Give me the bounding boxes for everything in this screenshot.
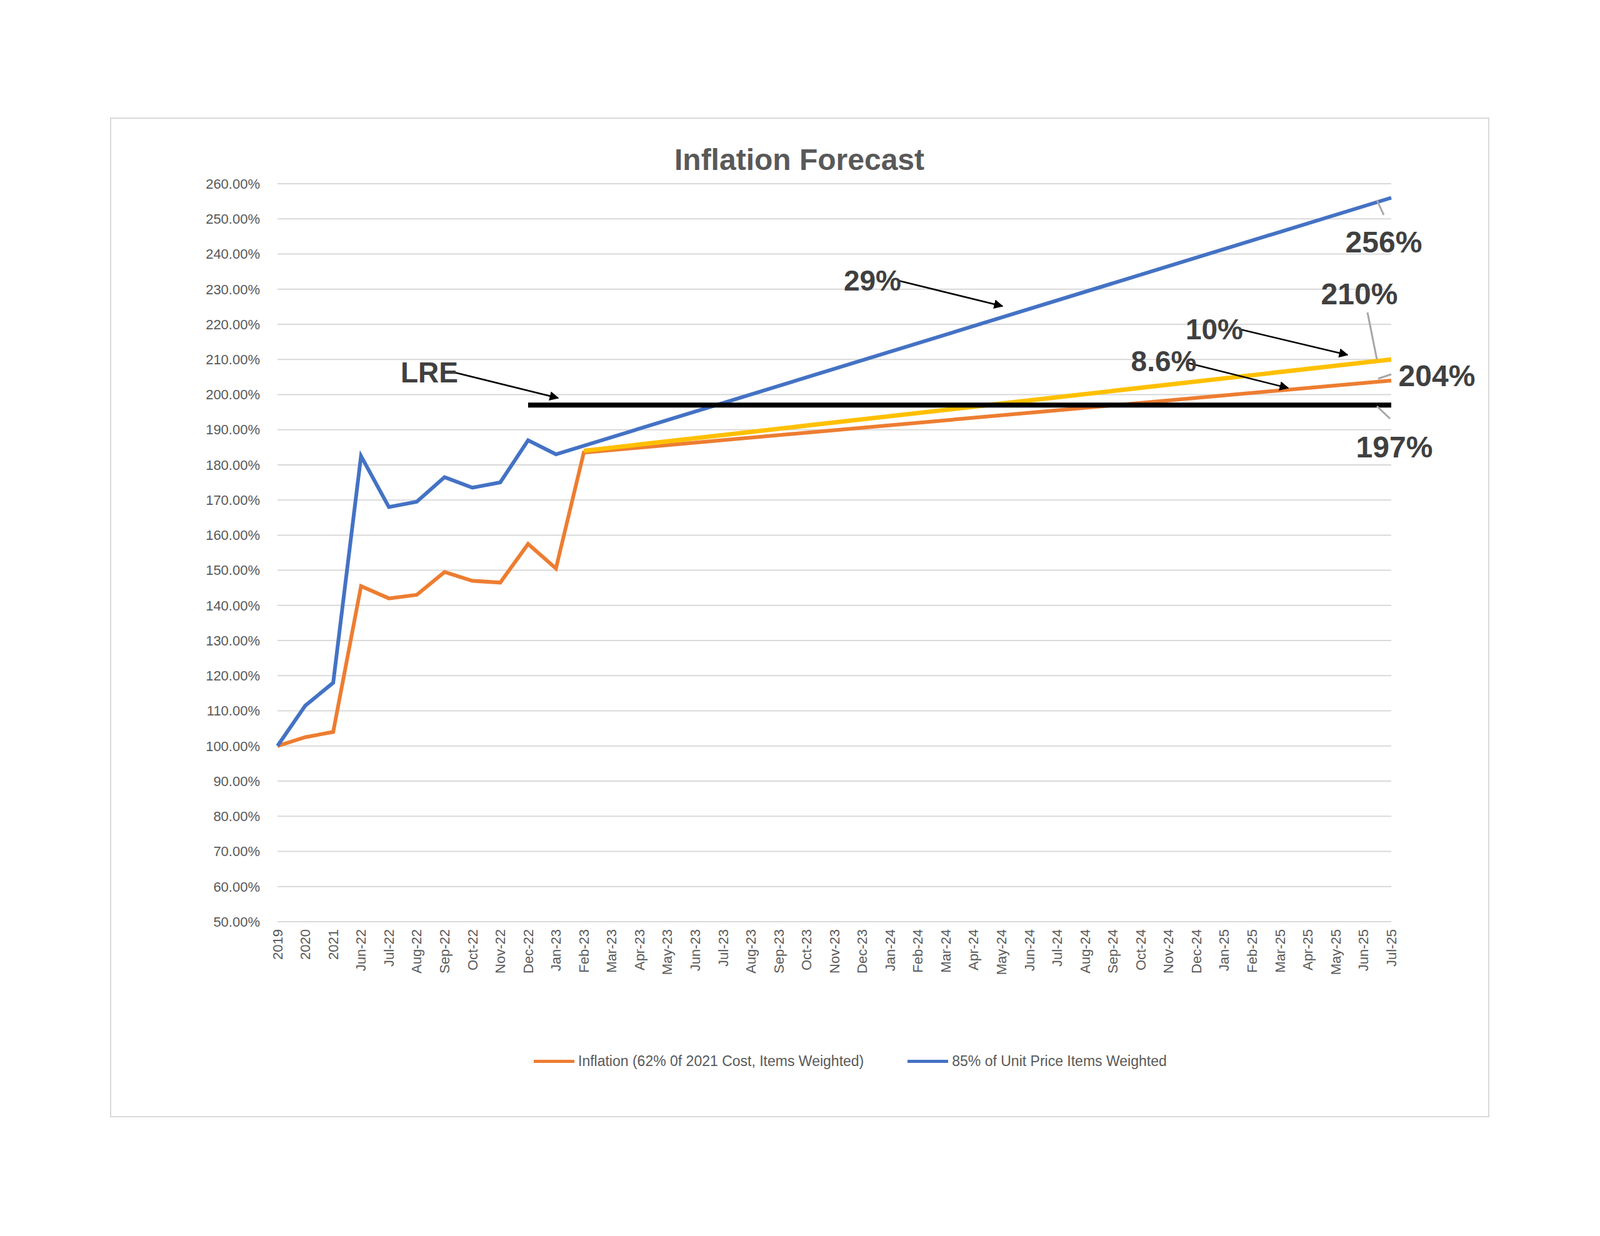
- svg-text:Apr-25: Apr-25: [1300, 929, 1316, 971]
- svg-text:Sep-22: Sep-22: [436, 929, 453, 974]
- svg-text:Nov-22: Nov-22: [492, 929, 509, 974]
- svg-text:Jun-25: Jun-25: [1355, 929, 1372, 972]
- svg-text:8.6%: 8.6%: [1131, 345, 1197, 378]
- svg-text:100.00%: 100.00%: [205, 738, 260, 755]
- svg-text:Oct-23: Oct-23: [798, 929, 815, 971]
- svg-text:Jun-22: Jun-22: [353, 929, 369, 972]
- svg-text:May-24: May-24: [993, 929, 1010, 975]
- svg-text:180.00%: 180.00%: [205, 457, 260, 474]
- svg-text:Mar-25: Mar-25: [1272, 929, 1289, 974]
- svg-text:Oct-24: Oct-24: [1133, 929, 1149, 971]
- svg-text:204%: 204%: [1398, 359, 1476, 393]
- svg-text:160.00%: 160.00%: [205, 527, 260, 544]
- svg-text:Jul-24: Jul-24: [1049, 929, 1065, 967]
- svg-text:2020: 2020: [297, 929, 314, 960]
- svg-text:Jul-25: Jul-25: [1383, 929, 1400, 967]
- svg-text:Feb-25: Feb-25: [1244, 929, 1260, 974]
- svg-text:Dec-22: Dec-22: [520, 929, 537, 974]
- svg-text:Nov-24: Nov-24: [1160, 929, 1177, 974]
- svg-text:LRE: LRE: [400, 356, 459, 389]
- svg-text:Mar-24: Mar-24: [938, 929, 954, 974]
- svg-text:60.00%: 60.00%: [213, 879, 260, 895]
- svg-text:Apr-24: Apr-24: [965, 929, 982, 971]
- svg-text:50.00%: 50.00%: [213, 914, 260, 930]
- svg-text:190.00%: 190.00%: [205, 421, 260, 438]
- svg-text:29%: 29%: [843, 264, 902, 297]
- svg-text:Jul-22: Jul-22: [381, 929, 397, 967]
- svg-text:Sep-24: Sep-24: [1105, 929, 1121, 974]
- svg-text:2021: 2021: [325, 929, 342, 960]
- html-text:Inflation (62% 0f 2021 Cost, I: Inflation (62% 0f 2021 Cost, Items Weigh…: [578, 1053, 864, 1070]
- svg-text:250.00%: 250.00%: [205, 211, 260, 227]
- html-text:85% of Unit Price Items Weight: 85% of Unit Price Items Weighted: [952, 1053, 1167, 1070]
- svg-text:120.00%: 120.00%: [205, 668, 260, 684]
- svg-text:Dec-24: Dec-24: [1188, 929, 1205, 974]
- svg-text:Jul-23: Jul-23: [715, 929, 732, 967]
- svg-text:150.00%: 150.00%: [205, 562, 260, 579]
- svg-text:Aug-24: Aug-24: [1077, 929, 1094, 974]
- svg-text:130.00%: 130.00%: [205, 633, 260, 649]
- svg-text:240.00%: 240.00%: [205, 246, 260, 262]
- svg-text:110.00%: 110.00%: [206, 703, 260, 719]
- svg-text:Sep-23: Sep-23: [771, 929, 787, 974]
- svg-text:Oct-22: Oct-22: [465, 929, 481, 971]
- svg-text:140.00%: 140.00%: [205, 598, 260, 614]
- svg-text:May-25: May-25: [1328, 929, 1344, 975]
- svg-text:210.00%: 210.00%: [205, 351, 260, 368]
- svg-text:170.00%: 170.00%: [205, 492, 260, 509]
- svg-text:80.00%: 80.00%: [213, 808, 260, 825]
- svg-text:70.00%: 70.00%: [213, 843, 260, 860]
- svg-text:Nov-23: Nov-23: [826, 929, 843, 974]
- svg-text:220.00%: 220.00%: [205, 316, 260, 333]
- svg-text:10%: 10%: [1185, 313, 1244, 346]
- svg-text:197%: 197%: [1356, 430, 1434, 464]
- svg-text:Apr-23: Apr-23: [631, 929, 648, 971]
- svg-text:2019: 2019: [270, 929, 286, 960]
- svg-text:200.00%: 200.00%: [205, 386, 260, 403]
- svg-text:Feb-23: Feb-23: [576, 929, 592, 974]
- svg-text:Aug-23: Aug-23: [743, 929, 759, 974]
- svg-text:Feb-24: Feb-24: [910, 929, 926, 974]
- svg-text:260.00%: 260.00%: [205, 176, 260, 192]
- svg-text:90.00%: 90.00%: [213, 773, 260, 790]
- svg-text:Jun-24: Jun-24: [1021, 929, 1038, 972]
- svg-text:210%: 210%: [1321, 277, 1399, 311]
- svg-text:Jan-23: Jan-23: [548, 929, 564, 972]
- svg-text:Jun-23: Jun-23: [687, 929, 704, 972]
- html-text:Inflation Forecast: Inflation Forecast: [674, 143, 925, 177]
- svg-text:Mar-23: Mar-23: [603, 929, 620, 974]
- svg-text:May-23: May-23: [659, 929, 675, 975]
- svg-text:Jan-24: Jan-24: [882, 929, 899, 972]
- svg-text:Jan-25: Jan-25: [1216, 929, 1232, 972]
- svg-text:Aug-22: Aug-22: [408, 929, 425, 974]
- svg-text:256%: 256%: [1345, 225, 1423, 259]
- svg-text:230.00%: 230.00%: [205, 281, 260, 298]
- svg-text:Dec-23: Dec-23: [854, 929, 870, 974]
